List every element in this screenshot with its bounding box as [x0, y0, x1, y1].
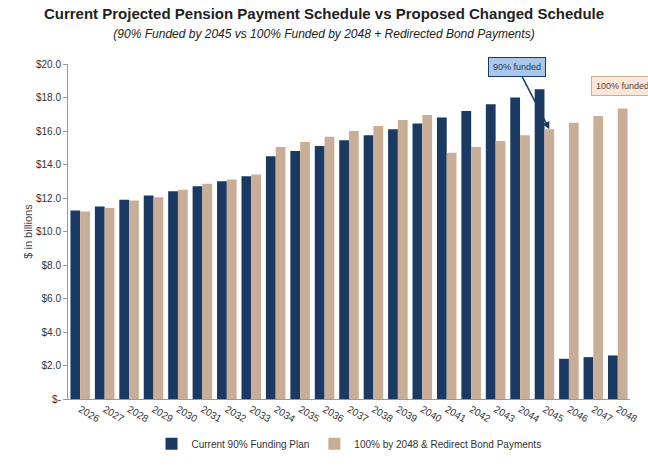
svg-text:2031: 2031 — [199, 404, 224, 425]
svg-text:2038: 2038 — [370, 404, 395, 425]
svg-text:2042: 2042 — [468, 404, 493, 425]
svg-text:$2.0: $2.0 — [42, 360, 62, 371]
svg-text:$12.0: $12.0 — [36, 193, 61, 204]
svg-text:$18.0: $18.0 — [36, 92, 61, 103]
svg-text:2043: 2043 — [492, 404, 517, 425]
svg-text:2030: 2030 — [174, 404, 199, 425]
svg-text:$10.0: $10.0 — [36, 226, 61, 237]
svg-text:$-: $- — [52, 394, 61, 405]
svg-text:100% funded: 100% funded — [596, 81, 648, 91]
svg-text:2045: 2045 — [541, 404, 566, 425]
svg-text:2047: 2047 — [590, 404, 615, 425]
svg-text:2032: 2032 — [223, 404, 248, 425]
svg-text:2029: 2029 — [150, 404, 175, 425]
svg-text:Current 90% Funding Plan: Current 90% Funding Plan — [192, 439, 310, 450]
svg-text:2048: 2048 — [614, 404, 639, 425]
svg-text:$14.0: $14.0 — [36, 159, 61, 170]
svg-text:2036: 2036 — [321, 404, 346, 425]
svg-text:2033: 2033 — [248, 404, 273, 425]
svg-text:Current Projected Pension Paym: Current Projected Pension Payment Schedu… — [44, 5, 604, 42]
svg-text:2041: 2041 — [443, 404, 468, 425]
svg-text:2037: 2037 — [346, 404, 371, 425]
svg-text:$8.0: $8.0 — [42, 260, 62, 271]
svg-text:2039: 2039 — [394, 404, 419, 425]
svg-text:$20.0: $20.0 — [36, 59, 61, 70]
svg-text:90% funded: 90% funded — [493, 62, 541, 72]
svg-text:$6.0: $6.0 — [42, 293, 62, 304]
svg-text:2034: 2034 — [272, 404, 297, 425]
svg-text:2028: 2028 — [126, 404, 151, 425]
svg-text:2040: 2040 — [419, 404, 444, 425]
svg-text:2026: 2026 — [77, 404, 102, 425]
svg-text:$ in billions: $ in billions — [22, 204, 34, 259]
svg-text:2046: 2046 — [565, 404, 590, 425]
svg-text:2027: 2027 — [101, 404, 126, 425]
svg-text:$16.0: $16.0 — [36, 126, 61, 137]
svg-text:100% by 2048 & Redirect Bond P: 100% by 2048 & Redirect Bond Payments — [354, 439, 541, 450]
svg-text:2035: 2035 — [297, 404, 322, 425]
svg-text:$4.0: $4.0 — [42, 327, 62, 338]
svg-text:2044: 2044 — [517, 404, 542, 425]
